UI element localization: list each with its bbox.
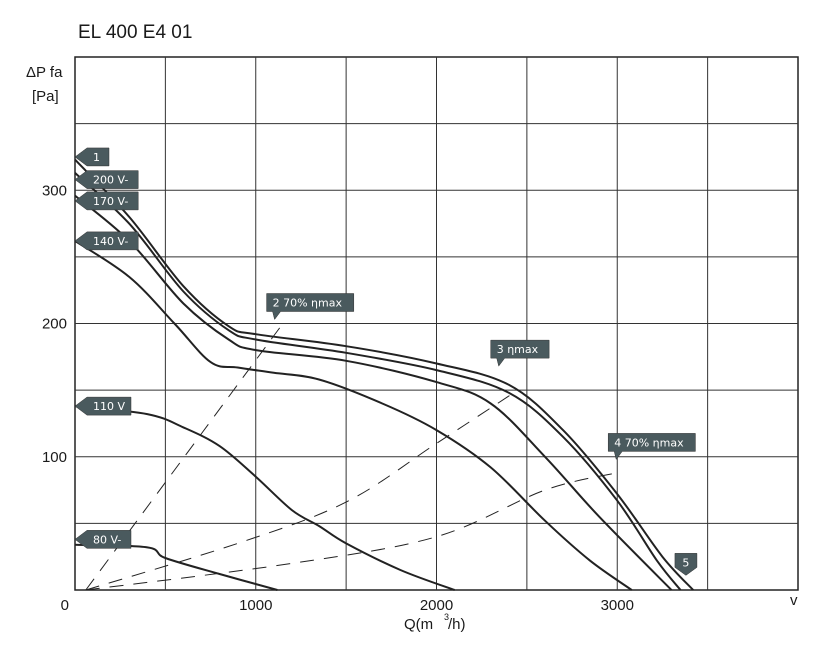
curve-tag bbox=[74, 530, 132, 549]
y-axis-label: ΔP fa bbox=[26, 64, 63, 81]
fan-curve bbox=[74, 405, 455, 591]
efficiency-line bbox=[85, 389, 519, 591]
fan-curve bbox=[74, 543, 278, 591]
curve-tag bbox=[74, 231, 139, 251]
corner-mark: v bbox=[790, 592, 798, 609]
fan-curve bbox=[74, 240, 633, 591]
y-tick-label: 200 bbox=[42, 316, 67, 333]
curve-tag-label: 2 70% ηmax bbox=[273, 297, 343, 310]
curve-tag bbox=[74, 191, 139, 211]
curve-tag bbox=[74, 396, 132, 416]
x-tick-label: 2000 bbox=[420, 597, 453, 614]
x-tick-label: 0 bbox=[61, 597, 69, 614]
curve-tag bbox=[266, 293, 355, 321]
curve-tag-label: 110 V bbox=[93, 400, 125, 413]
efficiency-line bbox=[85, 472, 618, 591]
curve-tag-label: 1 bbox=[93, 151, 100, 164]
x-axis-label: Q(m bbox=[404, 616, 434, 633]
curve-tag-label: 200 V- bbox=[93, 174, 128, 187]
fan-curve bbox=[74, 194, 673, 591]
curve-tag bbox=[74, 147, 110, 167]
y-tick-label: 300 bbox=[42, 182, 67, 199]
curve-tag bbox=[674, 553, 698, 576]
x-tick-label: 3000 bbox=[601, 597, 634, 614]
y-axis-unit: [Pa] bbox=[32, 88, 59, 105]
x-tick-label: 1000 bbox=[239, 597, 272, 614]
chart-title: EL 400 E4 01 bbox=[78, 22, 193, 43]
x-axis-label-superscript: 3 bbox=[444, 612, 450, 622]
curve-tag-label: 3 ηmax bbox=[497, 343, 539, 356]
fan-curve bbox=[74, 158, 694, 591]
curve-tag-label: 170 V- bbox=[93, 195, 128, 208]
efficiency-line bbox=[85, 323, 284, 591]
y-tick-label: 100 bbox=[42, 449, 67, 466]
curve-tag bbox=[490, 339, 550, 367]
curve-tag bbox=[607, 433, 696, 460]
curve-tag-label: 4 70% ηmax bbox=[614, 436, 684, 449]
x-axis-label-end: /h) bbox=[448, 616, 466, 633]
curve-tag-label: 140 V- bbox=[93, 235, 128, 248]
curve-tag-label: 5 bbox=[682, 556, 689, 569]
curve-tag bbox=[74, 170, 139, 189]
curve-tag-label: 80 V- bbox=[93, 533, 121, 546]
fan-curve bbox=[74, 172, 682, 591]
